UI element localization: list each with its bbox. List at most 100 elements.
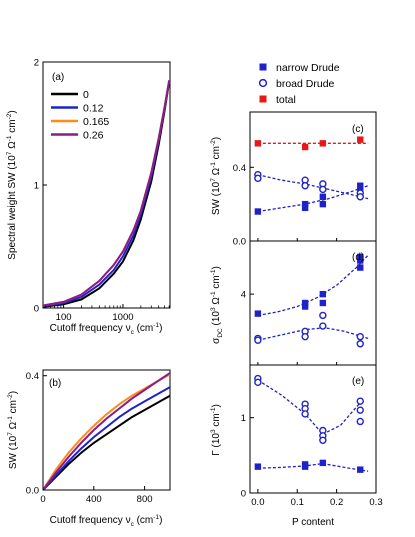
right-legend: narrow Drude broad Drude total	[258, 62, 340, 106]
ytick-label: 0.0	[26, 486, 39, 497]
panel-d-label: (d)	[352, 252, 364, 263]
panel-e-ylabel: Γ (103 cm-1)	[210, 404, 222, 456]
data-point-broad-Drude	[319, 322, 327, 330]
panel-e-ticks: 0 1 0.0 0.1 0.2 0.3	[241, 413, 383, 508]
xtick-label: 800	[137, 494, 153, 505]
panel-e-label: (e)	[352, 376, 364, 387]
xtick-label: 0.0	[251, 497, 264, 508]
panel-c-ylabel: SW (107 Ω-1 cm-2)	[210, 137, 222, 215]
ytick-label: 4	[241, 290, 246, 301]
data-point-narrow-Drude	[301, 461, 309, 468]
panel-a-series	[43, 80, 170, 308]
data-point-narrow-Drude	[357, 182, 364, 189]
ytick-label: 0	[241, 489, 246, 500]
panel-b-series	[43, 372, 170, 490]
panel-b-label: (b)	[49, 378, 61, 389]
legend-label: narrow Drude	[276, 62, 340, 74]
xtick-label: 400	[86, 494, 102, 505]
data-point-narrow-Drude	[357, 466, 364, 473]
ytick-label: 0.0	[233, 237, 246, 248]
data-point-broad-Drude	[254, 174, 262, 183]
fit-line-narrow-Drude	[257, 462, 369, 472]
panel-b-xlabel: Cutoff frequency νc (cm-1)	[50, 514, 163, 528]
data-point-narrow-Drude	[319, 193, 327, 200]
fit-line-broad-Drude	[257, 379, 361, 436]
panel-d: 4 (d) σDC (103 Ω-1 cm-1)	[210, 240, 377, 366]
legend-label: total	[276, 94, 296, 106]
legend-label: 0	[83, 89, 89, 101]
series-line-0.26	[43, 372, 170, 490]
legend-marker-broad-drude	[258, 78, 268, 88]
data-point-total	[319, 140, 327, 147]
ytick-label: 0	[34, 304, 39, 315]
fit-line-broad-Drude	[257, 174, 369, 200]
data-point-broad-Drude	[319, 185, 327, 194]
ytick-label: 1	[34, 181, 39, 192]
data-point-broad-Drude	[319, 436, 327, 444]
panel-e: 0 1 0.0 0.1 0.2 0.3 (e) P content Γ (103 cm-1…	[210, 364, 383, 528]
data-point-narrow-Drude	[357, 257, 364, 264]
data-point-narrow-Drude	[319, 200, 327, 208]
xtick-label: 100	[56, 312, 72, 323]
fit-line-narrow-Drude	[257, 254, 369, 317]
legend-label: 0.165	[83, 116, 109, 128]
panel-a-xlabel: Cutoff frequency νc (cm-1)	[50, 322, 163, 336]
data-point-narrow-Drude	[254, 463, 262, 470]
legend-marker	[259, 63, 267, 71]
legend-marker	[259, 95, 267, 103]
data-point-narrow-Drude	[319, 290, 327, 298]
data-point-broad-Drude	[356, 417, 364, 426]
data-point-total	[357, 136, 364, 143]
data-point-narrow-Drude	[357, 264, 364, 271]
data-point-narrow-Drude	[301, 200, 309, 208]
panel-c: 0.0 0.4 (c) SW (107 Ω-1 cm-2)	[210, 111, 377, 248]
data-point-total	[254, 140, 262, 147]
xtick-label: 0.1	[291, 497, 304, 508]
xtick-label: 0.2	[330, 497, 343, 508]
series-line-0.165	[43, 373, 170, 490]
data-point-narrow-Drude	[301, 204, 309, 212]
data-point-broad-Drude	[356, 332, 364, 341]
fit-line-narrow-Drude	[257, 185, 369, 213]
series-line-0	[43, 394, 170, 490]
legend-label: 0.12	[83, 103, 104, 115]
series-line-0.26	[43, 80, 170, 307]
data-point-narrow-Drude	[254, 208, 262, 215]
data-point-broad-Drude	[319, 311, 327, 320]
panel-c-series	[254, 136, 369, 215]
data-point-broad-Drude	[356, 406, 364, 414]
panel-e-xlabel: P content	[292, 517, 334, 528]
data-point-total	[301, 143, 309, 151]
ytick-label: 2	[34, 58, 39, 69]
series-line-0.165	[43, 80, 170, 307]
data-point-narrow-Drude	[319, 299, 327, 307]
legend-label: broad Drude	[276, 78, 335, 90]
panel-e-frame	[249, 364, 377, 494]
panel-a-ylabel: Spectral weight SW (107 Ω-1 cm-2)	[6, 110, 18, 259]
xtick-label: 0.3	[369, 497, 382, 508]
panel-e-series	[254, 374, 369, 473]
data-point-narrow-Drude	[357, 253, 364, 261]
series-line-0.12	[43, 386, 170, 490]
xtick-label: 0	[40, 494, 45, 505]
fit-line-broad-Drude	[257, 327, 369, 341]
panel-b-frame	[42, 369, 171, 491]
data-point-broad-Drude	[356, 397, 364, 405]
data-point-broad-Drude	[254, 378, 262, 387]
ytick-label: 1	[241, 413, 246, 424]
ytick-label: 0.4	[26, 371, 39, 382]
data-point-narrow-Drude	[319, 459, 327, 467]
data-point-narrow-Drude	[254, 310, 262, 317]
data-point-broad-Drude	[254, 336, 262, 344]
panel-a-label: (a)	[52, 72, 64, 83]
panel-b-ylabel: SW (107 Ω-1 cm-2)	[7, 391, 19, 469]
panel-c-label: (c)	[352, 124, 364, 135]
panel-b-ticks: 0.0 0.4 0 400 800	[26, 371, 153, 505]
panel-d-ylabel: σDC (103 Ω-1 cm-1)	[210, 266, 224, 344]
data-point-narrow-Drude	[301, 299, 309, 307]
data-point-broad-Drude	[356, 340, 364, 348]
data-point-narrow-Drude	[301, 303, 309, 310]
xtick-label: 1000	[112, 312, 133, 323]
data-point-broad-Drude	[301, 332, 309, 341]
